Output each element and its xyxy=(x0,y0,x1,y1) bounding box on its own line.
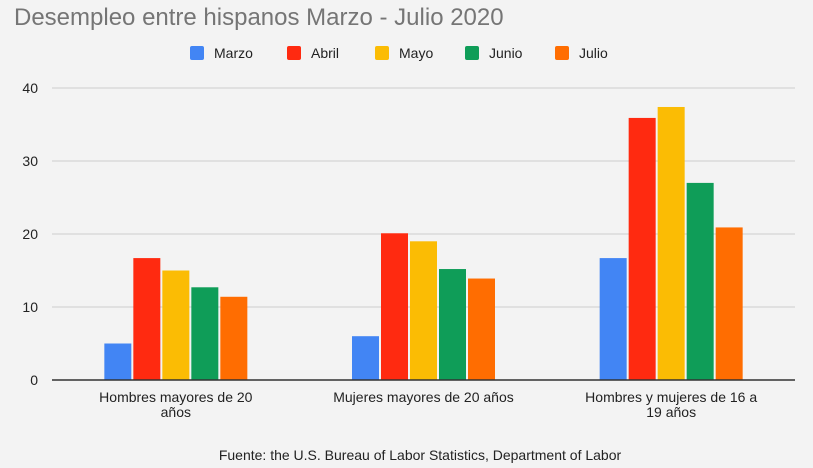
x-tick-label-cat2: Mujeres mayores de 20 años xyxy=(333,389,514,405)
y-axis-ticks: 0 10 20 30 40 xyxy=(22,80,38,388)
bar-abril-cat1 xyxy=(133,258,161,380)
y-tick-label-10: 10 xyxy=(22,299,38,315)
bar-mayo-cat3 xyxy=(657,106,685,380)
bar-marzo-cat3 xyxy=(599,258,627,380)
bar-abril-cat3 xyxy=(628,117,656,381)
bar-marzo-cat1 xyxy=(104,343,132,380)
legend-label-junio: Junio xyxy=(489,45,523,61)
bar-julio-cat3 xyxy=(715,227,743,380)
y-tick-label-20: 20 xyxy=(22,226,38,242)
legend-label-julio: Julio xyxy=(579,45,608,61)
bars xyxy=(104,106,743,381)
bar-marzo-cat2 xyxy=(352,336,379,380)
y-tick-label-40: 40 xyxy=(22,80,38,96)
legend-label-mayo: Mayo xyxy=(399,45,433,61)
legend-swatch-mayo xyxy=(375,46,389,60)
x-tick-label-cat1: Hombres mayores de 20 años xyxy=(99,389,253,420)
legend-swatch-junio xyxy=(465,46,479,60)
bar-junio-cat2 xyxy=(439,269,466,380)
bar-junio-cat3 xyxy=(686,182,714,380)
y-tick-label-30: 30 xyxy=(22,153,38,169)
bar-mayo-cat2 xyxy=(410,241,437,380)
bar-abril-cat2 xyxy=(381,233,408,380)
source-note: Fuente: the U.S. Bureau of Labor Statist… xyxy=(219,447,622,463)
legend-swatch-marzo xyxy=(190,46,204,60)
bar-junio-cat1 xyxy=(191,287,219,380)
chart-title: Desempleo entre hispanos Marzo - Julio 2… xyxy=(14,4,504,31)
bar-julio-cat2 xyxy=(468,278,495,380)
bar-julio-cat1 xyxy=(220,296,248,380)
legend-label-marzo: Marzo xyxy=(214,45,253,61)
x-tick-label-cat3: Hombres y mujeres de 16 a 19 años xyxy=(585,389,757,420)
legend-swatch-abril xyxy=(287,46,301,60)
legend: Marzo Abril Mayo Junio Julio xyxy=(190,45,608,61)
y-tick-label-0: 0 xyxy=(30,372,38,388)
bar-mayo-cat1 xyxy=(162,270,190,380)
legend-swatch-julio xyxy=(555,46,569,60)
x-axis-labels: Hombres mayores de 20 años Mujeres mayores… xyxy=(99,389,757,420)
legend-label-abril: Abril xyxy=(311,45,339,61)
